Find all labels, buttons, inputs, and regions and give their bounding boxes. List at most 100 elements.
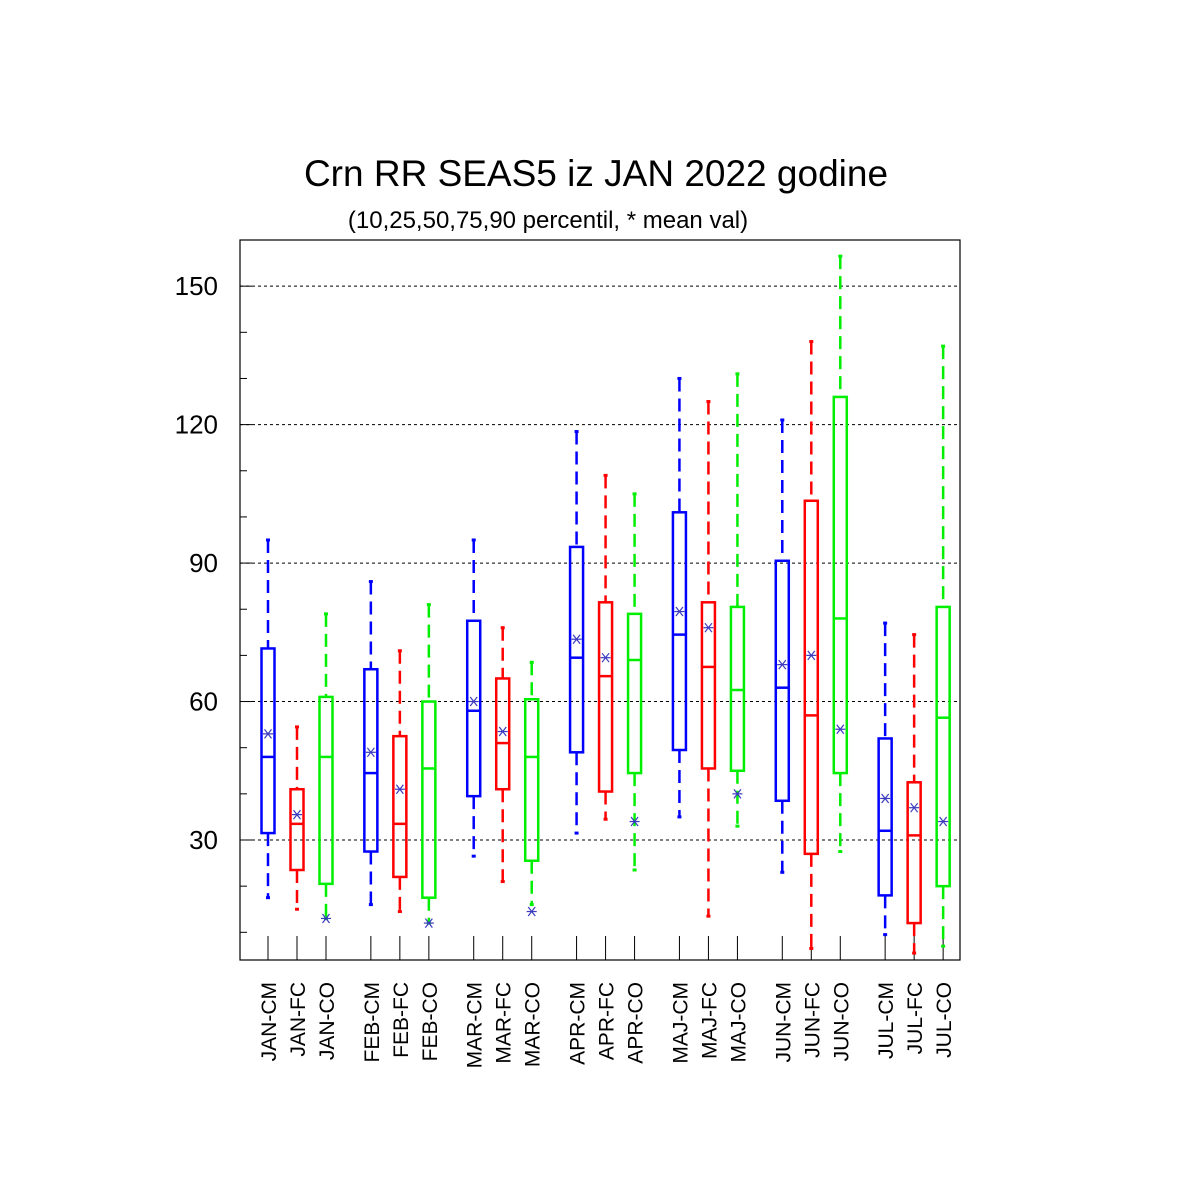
- box-iqr: [671, 511, 688, 752]
- box-maj-co: [729, 372, 746, 828]
- box-series: [260, 254, 951, 955]
- plot-frame: [239, 239, 961, 961]
- box-iqr: [568, 545, 585, 754]
- xtick-label: MAR-CM: [464, 982, 487, 1068]
- box-jan-co: [318, 612, 334, 924]
- mean-stroke: [601, 652, 610, 663]
- mean-stroke: [836, 724, 845, 735]
- xtick-label: JUL-CM: [875, 982, 898, 1059]
- ytick-label: 90: [189, 548, 218, 578]
- xtick-label: APR-CM: [567, 982, 590, 1065]
- box-iqr: [935, 605, 951, 888]
- box-jul-cm: [877, 621, 893, 937]
- box-iqr: [289, 787, 305, 872]
- chart-subtitle: (10,25,50,75,90 percentil, * mean val): [348, 207, 748, 234]
- xtick-label: JUL-FC: [904, 982, 927, 1054]
- mean-stroke: [322, 913, 330, 924]
- mean-marker: [600, 652, 611, 663]
- box-iqr: [363, 667, 379, 853]
- box-apr-cm: [568, 430, 585, 835]
- mean-marker: [777, 659, 788, 670]
- mean-marker: [880, 793, 891, 804]
- xtick-label: FEB-CM: [361, 982, 384, 1063]
- mean-marker: [526, 906, 537, 917]
- mean-stroke: [881, 793, 890, 804]
- mean-stroke: [527, 906, 536, 917]
- mean-stroke: [675, 606, 684, 617]
- box-maj-cm: [671, 376, 688, 819]
- box-iqr: [803, 499, 820, 856]
- xtick-label: JUN-CO: [830, 982, 853, 1061]
- xtick-label: JUL-CO: [933, 982, 956, 1058]
- mean-stroke: [572, 634, 581, 645]
- xtick-label: APR-FC: [596, 982, 619, 1060]
- box-iqr: [774, 559, 791, 803]
- box-mar-fc: [494, 626, 511, 884]
- box-iqr: [906, 781, 922, 925]
- mean-stroke: [778, 659, 787, 670]
- mean-marker: [497, 726, 508, 737]
- mean-marker: [423, 918, 434, 928]
- box-feb-co: [421, 603, 437, 928]
- box-jan-fc: [289, 725, 305, 911]
- mean-stroke: [424, 918, 433, 928]
- mean-stroke: [293, 809, 301, 820]
- xtick-label: JUN-CM: [772, 982, 795, 1062]
- xtick-label: APR-CO: [625, 982, 648, 1064]
- box-iqr: [494, 677, 511, 791]
- mean-stroke: [630, 816, 639, 827]
- xtick-label: FEB-CO: [419, 982, 442, 1061]
- mean-marker: [292, 809, 302, 820]
- mean-marker: [468, 696, 479, 707]
- ytick-label: 120: [175, 410, 218, 440]
- mean-stroke: [807, 650, 816, 661]
- mean-stroke: [910, 802, 919, 813]
- box-iqr: [523, 697, 540, 863]
- box-jul-co: [935, 344, 951, 948]
- mean-stroke: [264, 728, 272, 739]
- mean-marker: [321, 913, 331, 924]
- xtick-label: FEB-FC: [390, 982, 413, 1058]
- xtick-label: JAN-CO: [316, 982, 339, 1060]
- xtick-label: JAN-FC: [287, 982, 310, 1057]
- box-iqr: [392, 734, 408, 879]
- mean-marker: [365, 747, 376, 758]
- mean-stroke: [939, 816, 948, 827]
- mean-marker: [571, 634, 582, 645]
- chart-title: Crn RR SEAS5 iz JAN 2022 godine: [304, 153, 888, 194]
- box-feb-cm: [363, 580, 379, 907]
- box-iqr: [465, 619, 482, 798]
- ytick-label: 60: [189, 687, 218, 717]
- ytick-label: 30: [189, 825, 218, 855]
- mean-stroke: [366, 747, 375, 758]
- mean-stroke: [733, 788, 742, 799]
- box-jun-co: [832, 254, 849, 854]
- axes: 30 60 90 120 150 JAN-CM JAN-FC JAN-CO FEB-CM FEB-…: [175, 271, 957, 1068]
- box-jun-fc: [803, 340, 820, 950]
- box-feb-fc: [392, 649, 408, 914]
- box-mar-co: [523, 660, 540, 917]
- xtick-label: MAR-CO: [522, 982, 545, 1067]
- mean-marker: [938, 816, 949, 827]
- mean-marker: [629, 816, 640, 827]
- box-mar-cm: [465, 538, 482, 858]
- box-jul-fc: [906, 633, 922, 955]
- xtick-label: MAJ-CO: [727, 982, 750, 1063]
- box-iqr: [700, 601, 717, 770]
- box-iqr: [832, 395, 849, 775]
- mean-marker: [263, 728, 273, 739]
- box-iqr: [421, 700, 437, 899]
- ytick-label: 150: [175, 271, 218, 301]
- mean-marker: [394, 784, 405, 795]
- box-jun-cm: [774, 418, 791, 874]
- box-apr-fc: [597, 473, 614, 821]
- mean-stroke: [469, 696, 478, 707]
- box-jan-cm: [260, 538, 276, 900]
- mean-marker: [674, 606, 685, 617]
- box-apr-co: [626, 492, 643, 872]
- xtick-label: JAN-CM: [258, 982, 281, 1061]
- mean-stroke: [498, 726, 507, 737]
- mean-stroke: [704, 622, 713, 633]
- box-maj-fc: [700, 400, 717, 918]
